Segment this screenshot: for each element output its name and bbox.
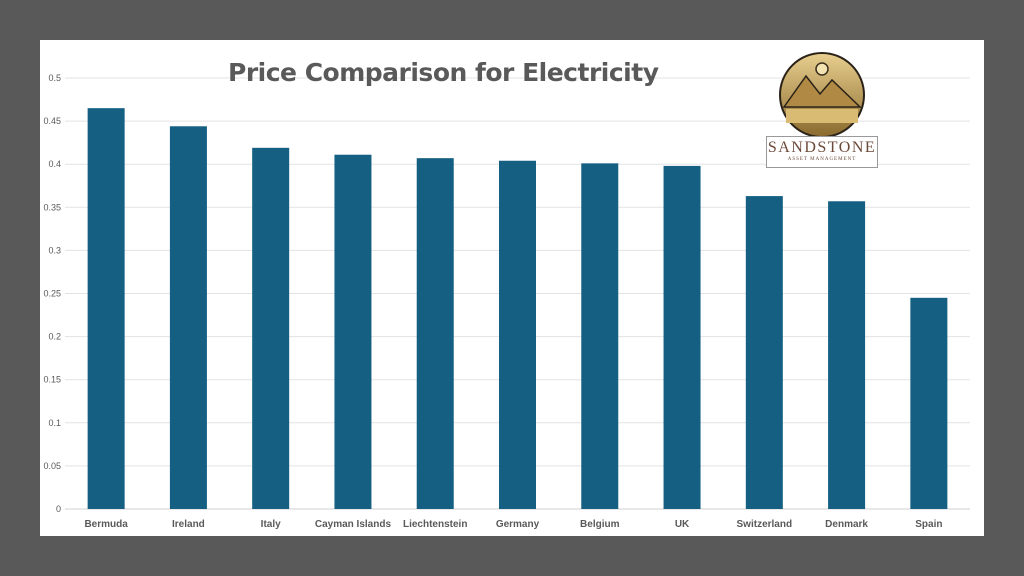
x-tick-label: Ireland (172, 519, 205, 530)
mountain-logo-icon (779, 52, 865, 138)
y-tick-label: 0.25 (43, 289, 61, 299)
logo-name: SANDSTONE (767, 139, 877, 156)
y-tick-label: 0.1 (48, 418, 61, 428)
y-tick-label: 0.15 (43, 375, 61, 385)
sandstone-logo: SANDSTONE ASSET MANAGEMENT (766, 52, 878, 168)
logo-text-box: SANDSTONE ASSET MANAGEMENT (766, 136, 878, 168)
y-tick-label: 0.3 (48, 245, 61, 255)
x-tick-label: Spain (915, 519, 942, 530)
bar-denmark (828, 201, 866, 510)
y-tick-label: 0.05 (43, 461, 61, 471)
bar-ireland (169, 126, 207, 509)
bar-belgium (581, 163, 619, 509)
y-tick-label: 0.45 (43, 116, 61, 126)
y-tick-label: 0.5 (48, 73, 61, 83)
bar-bermuda (87, 108, 125, 510)
bar-cayman-islands (334, 154, 372, 509)
x-tick-label: Belgium (580, 519, 620, 530)
bar-spain (910, 297, 948, 509)
chart-panel: 0 0.05 0.1 0.15 0.2 0.25 0.3 0.35 0.4 0.45 0.5 Berm… (40, 40, 984, 536)
bar-chart: 0 0.05 0.1 0.15 0.2 0.25 0.3 0.35 0.4 0.45 0.5 Berm… (43, 73, 970, 530)
x-tick-label: Switzerland (737, 519, 793, 530)
logo-subtitle: ASSET MANAGEMENT (787, 157, 857, 162)
chart-title: Price Comparison for Electricity (228, 58, 659, 87)
x-tick-label: Cayman Islands (315, 519, 392, 530)
y-tick-label: 0.2 (48, 332, 61, 342)
x-tick-label: UK (675, 519, 690, 530)
y-tick-label: 0.4 (48, 159, 61, 169)
bar-switzerland (745, 196, 783, 509)
x-tick-label: Liechtenstein (403, 519, 467, 530)
bar-uk (663, 165, 701, 509)
bar-germany (499, 160, 536, 509)
y-tick-label: 0.35 (43, 202, 61, 212)
bar-liechtenstein (416, 158, 454, 509)
x-tick-label: Italy (261, 519, 281, 530)
x-tick-label: Germany (496, 519, 540, 530)
x-tick-label: Denmark (825, 519, 868, 530)
x-tick-label: Bermuda (84, 519, 128, 530)
y-tick-label: 0 (56, 504, 61, 514)
bar-italy (252, 147, 290, 509)
